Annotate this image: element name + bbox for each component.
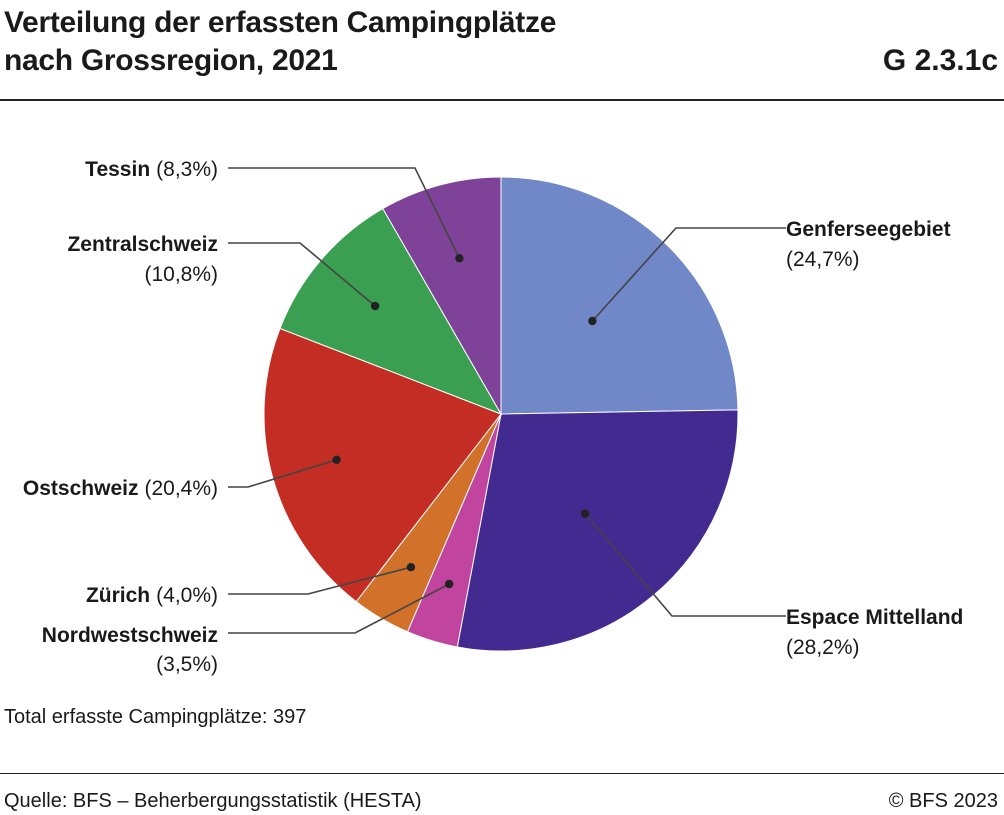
leader-dot — [406, 563, 416, 572]
leader-line — [228, 167, 461, 259]
pie-slice-zentralschweiz — [279, 207, 503, 415]
label-zentralschweiz-name: Zentralschweiz — [67, 233, 218, 256]
leader-line — [228, 583, 450, 634]
label-zentralschweiz-value: (10,8%) — [144, 263, 218, 286]
chart-code: G 2.3.1c — [882, 44, 998, 77]
pie-chart: Tessin (8,3%) Zentralschweiz (10,8%) Osts… — [23, 158, 963, 676]
leader-dot — [455, 254, 464, 263]
leader-line — [228, 459, 337, 488]
label-value: (4,0%) — [156, 584, 218, 607]
label-name: Zürich — [86, 584, 150, 607]
leader-lines — [228, 167, 786, 634]
pie-slices — [263, 176, 739, 652]
leader-dot — [332, 455, 341, 464]
total-note: Total erfasste Campingplätze: 397 — [4, 706, 307, 728]
copyright: © BFS 2023 — [888, 790, 998, 812]
label-espace-mittelland-name: Espace Mittelland — [786, 606, 963, 629]
label-value: (8,3%) — [156, 158, 218, 181]
leader-dot — [445, 579, 454, 589]
source-note: Quelle: BFS – Beherbergungsstatistik (HE… — [4, 790, 422, 812]
label-value: (20,4%) — [144, 477, 218, 500]
chart-title: Verteilung der erfassten Campingplätze n… — [4, 6, 557, 77]
footer-divider — [0, 773, 1004, 774]
label-name: Tessin — [85, 158, 150, 181]
pie-slice-espace-mittelland — [456, 409, 739, 652]
leader-line — [228, 566, 412, 595]
label-espace-mittelland-value: (28,2%) — [786, 636, 860, 659]
label-genferseegebiet-name: Genferseegebiet — [786, 218, 951, 241]
pie-slice-genferseegebiet — [500, 176, 739, 415]
leader-line — [591, 227, 786, 322]
leader-dot — [370, 301, 380, 311]
label-genferseegebiet-value: (24,7%) — [786, 248, 860, 271]
header-divider — [0, 99, 1004, 101]
leader-dot — [580, 509, 590, 518]
pie-slice-tessin — [382, 176, 502, 416]
leader-line — [584, 513, 786, 617]
label-ostschweiz: Ostschweiz (20,4%) — [23, 477, 218, 500]
label-nordwestschweiz-value: (3,5%) — [156, 653, 218, 676]
label-tessin: Tessin (8,3%) — [85, 158, 218, 181]
label-nordwestschweiz-name: Nordwestschweiz — [42, 624, 218, 647]
label-zuerich: Zürich (4,0%) — [86, 584, 218, 607]
label-name: Ostschweiz — [23, 477, 139, 500]
leader-line — [228, 242, 376, 307]
pie-slice-ostschweiz — [263, 327, 502, 603]
leader-dot — [588, 316, 597, 326]
